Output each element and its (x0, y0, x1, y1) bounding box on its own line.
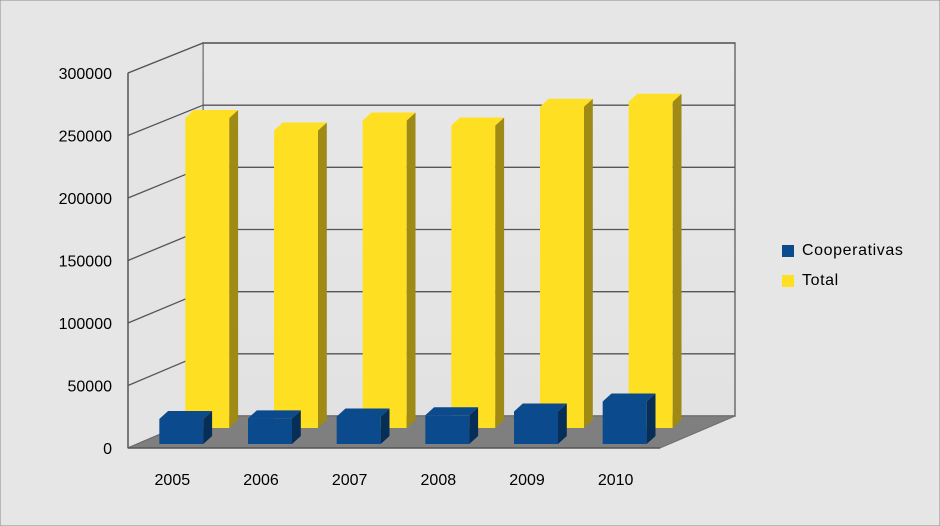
bar-total-2009-top (540, 98, 593, 107)
bar-cooperativas-2010 (602, 393, 656, 444)
bar-total-2008 (451, 117, 505, 428)
bar-total-2006 (274, 122, 327, 428)
bar-total-2006-top (274, 122, 327, 131)
bar-cooperativas-2007-side (380, 408, 390, 444)
y-tick-label: 50000 (68, 379, 113, 396)
bar-total-2010-side (672, 93, 682, 429)
bar-cooperativas-2007-top (336, 408, 390, 417)
bar-cooperativas-2006-top (248, 410, 301, 419)
y-tick-label: 300000 (59, 66, 112, 83)
bar-total-2007-front (362, 120, 407, 428)
bar-total-2010-front (628, 101, 673, 428)
bar-total-2009-front (540, 106, 584, 428)
x-tick-label: 2009 (509, 472, 545, 489)
bar-cooperativas-2005 (159, 411, 213, 444)
legend-swatch-total (782, 275, 794, 287)
legend-label-cooperativas: Cooperativas (802, 242, 904, 259)
x-tick-label: 2008 (421, 472, 457, 489)
y-tick-label: 150000 (59, 254, 112, 271)
bar-total-2007 (362, 112, 416, 428)
bar-total-2005-front (185, 118, 230, 428)
y-tick-label: 100000 (59, 316, 112, 333)
legend: Cooperativas Total (782, 236, 903, 296)
bar-total-2007-side (406, 112, 416, 428)
bar-cooperativas-2005-front (159, 419, 204, 444)
gridline-side (127, 42, 204, 74)
bar-cooperativas-2006-side (292, 410, 301, 444)
bar-total-2006-front (274, 130, 318, 428)
y-tick-label: 250000 (59, 129, 112, 146)
bar-total-2008-side (495, 117, 505, 428)
bar-cooperativas-2009-side (558, 403, 567, 444)
bar-total-2009-side (584, 98, 593, 429)
bar-cooperativas-2005-side (203, 411, 213, 444)
bar-cooperativas-2007 (336, 408, 390, 444)
legend-swatch-cooperativas (782, 245, 794, 257)
legend-item-total: Total (782, 266, 903, 296)
x-tick-label: 2010 (598, 472, 634, 489)
bar-total-2010 (628, 93, 682, 429)
gridline-side (127, 104, 204, 137)
bar-total-2006-side (318, 122, 327, 428)
legend-item-cooperativas: Cooperativas (782, 236, 903, 266)
bar-cooperativas-2008-side (469, 407, 479, 444)
bar-cooperativas-2008-top (425, 407, 479, 416)
bar-cooperativas-2009-top (514, 403, 567, 412)
bar-cooperativas-2009-front (514, 411, 558, 444)
bar-total-2009 (540, 98, 593, 429)
x-tick-label: 2007 (332, 472, 368, 489)
y-tick-label: 200000 (59, 191, 112, 208)
bar-cooperativas-2007-front (336, 416, 381, 444)
y-tick-label: 0 (103, 441, 112, 458)
bar-cooperativas-2010-front (602, 401, 647, 444)
bar-total-2007-top (362, 112, 416, 121)
bar-cooperativas-2010-top (602, 393, 656, 402)
bar-cooperativas-2005-top (159, 411, 213, 419)
bar-cooperativas-2009 (514, 403, 567, 444)
bar-cooperativas-2006-front (248, 418, 292, 444)
x-tick-label: 2005 (155, 472, 191, 489)
bar-total-2005 (185, 110, 239, 428)
bar-total-2005-side (229, 110, 239, 428)
bar-cooperativas-2010-side (646, 393, 656, 444)
legend-label-total: Total (802, 272, 839, 289)
x-tick-label: 2006 (243, 472, 279, 489)
bar-total-2008-front (451, 125, 496, 428)
bar-total-2008-top (451, 117, 505, 126)
bar-total-2005-top (185, 110, 239, 118)
bar-cooperativas-2008-front (425, 415, 470, 444)
bar-cooperativas-2006 (248, 410, 301, 444)
bar-total-2010-top (628, 93, 682, 102)
bar-cooperativas-2008 (425, 407, 479, 444)
